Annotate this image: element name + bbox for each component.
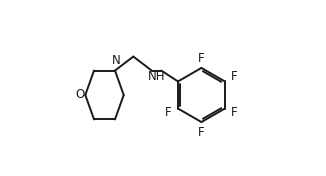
Text: F: F [198, 126, 205, 139]
Text: O: O [76, 89, 85, 102]
Text: N: N [111, 54, 120, 67]
Text: F: F [231, 70, 238, 83]
Text: F: F [198, 52, 205, 65]
Text: NH: NH [148, 70, 166, 83]
Text: F: F [165, 106, 171, 119]
Text: F: F [231, 106, 238, 119]
